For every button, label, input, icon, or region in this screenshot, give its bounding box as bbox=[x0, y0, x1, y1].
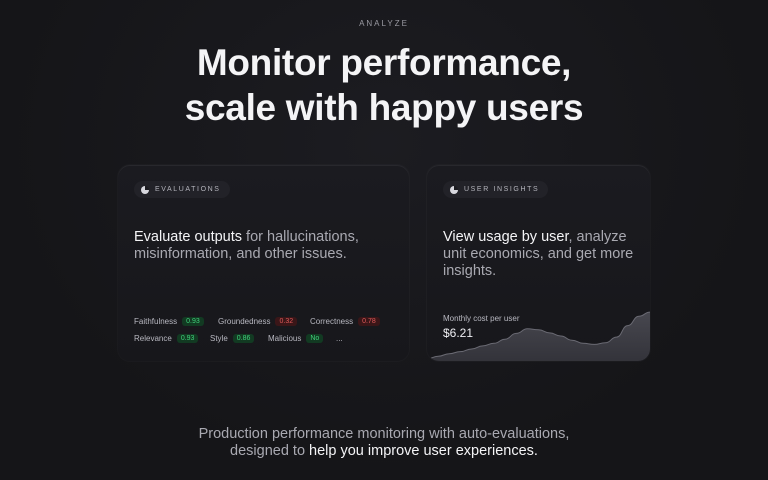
metric-label: Relevance bbox=[134, 334, 172, 343]
metric-groundedness: Groundedness 0.32 bbox=[218, 317, 310, 326]
half-circle-icon bbox=[141, 185, 149, 194]
metric-label: Groundedness bbox=[218, 317, 271, 326]
evaluations-description: Evaluate outputs for hallucinations, mis… bbox=[134, 229, 374, 263]
evaluations-card: EVALUATIONS Evaluate outputs for halluci… bbox=[118, 165, 409, 361]
metric-correctness: Correctness 0.78 bbox=[310, 317, 380, 326]
metrics-row: Faithfulness 0.93 Groundedness 0.32 Corr… bbox=[134, 313, 380, 330]
metric-faithfulness: Faithfulness 0.93 bbox=[134, 317, 218, 326]
metric-label: Faithfulness bbox=[134, 317, 178, 326]
metric-malicious: Malicious No bbox=[268, 334, 336, 343]
headline-line-2: scale with happy users bbox=[184, 87, 584, 128]
footer-line-2-plain: designed to bbox=[230, 443, 310, 459]
user-insights-description: View usage by user, analyze unit economi… bbox=[443, 229, 643, 280]
footer-line-2-highlight: help you improve user experiences. bbox=[309, 443, 538, 459]
chart-line bbox=[427, 311, 650, 360]
footer-line-1: Production performance monitoring with a… bbox=[198, 426, 570, 442]
metric-style: Style 0.86 bbox=[210, 334, 268, 343]
more-metrics-ellipsis: ... bbox=[336, 334, 343, 343]
evaluations-pill: EVALUATIONS bbox=[134, 181, 230, 198]
metric-score-badge: 0.86 bbox=[232, 334, 255, 343]
user-insights-highlight: View usage by user bbox=[443, 229, 569, 245]
metric-score-badge: 0.93 bbox=[176, 334, 199, 343]
user-insights-text: , analyze unit economics, and get more i… bbox=[443, 229, 634, 279]
metric-relevance: Relevance 0.93 bbox=[134, 334, 210, 343]
metrics-row: Relevance 0.93 Style 0.86 Malicious No .… bbox=[134, 330, 380, 347]
metric-label: Style bbox=[210, 334, 228, 343]
metric-label: Correctness bbox=[310, 317, 354, 326]
footer-line-2: designed to help you improve user experi… bbox=[0, 443, 768, 460]
metric-score-badge: 0.93 bbox=[182, 317, 204, 326]
headline-line-1: Monitor performance, bbox=[196, 42, 572, 83]
chart-value: $6.21 bbox=[443, 326, 474, 340]
metric-label: Malicious bbox=[268, 334, 302, 343]
evaluations-pill-label: EVALUATIONS bbox=[155, 186, 221, 193]
evaluations-highlight: Evaluate outputs bbox=[134, 229, 243, 245]
user-insights-pill-label: USER INSIGHTS bbox=[464, 186, 540, 193]
user-insights-card: USER INSIGHTS View usage by user, analyz… bbox=[427, 165, 650, 361]
evaluations-text: for hallucinations, misinformation, and … bbox=[134, 229, 359, 262]
half-circle-icon bbox=[450, 185, 458, 194]
metrics-grid: Faithfulness 0.93 Groundedness 0.32 Corr… bbox=[134, 313, 380, 347]
metric-score-badge: No bbox=[306, 334, 324, 343]
chart-label: Monthly cost per user bbox=[443, 314, 520, 323]
section-eyebrow: ANALYZE bbox=[359, 19, 409, 28]
monthly-cost-chart bbox=[427, 311, 650, 361]
metric-score-badge: 0.32 bbox=[275, 317, 298, 326]
user-insights-pill: USER INSIGHTS bbox=[443, 181, 549, 198]
chart-area bbox=[427, 312, 650, 361]
metric-score-badge: 0.78 bbox=[358, 317, 380, 326]
footer-tagline: Production performance monitoring with a… bbox=[0, 426, 768, 460]
page-title: Monitor performance, scale with happy us… bbox=[0, 40, 768, 130]
